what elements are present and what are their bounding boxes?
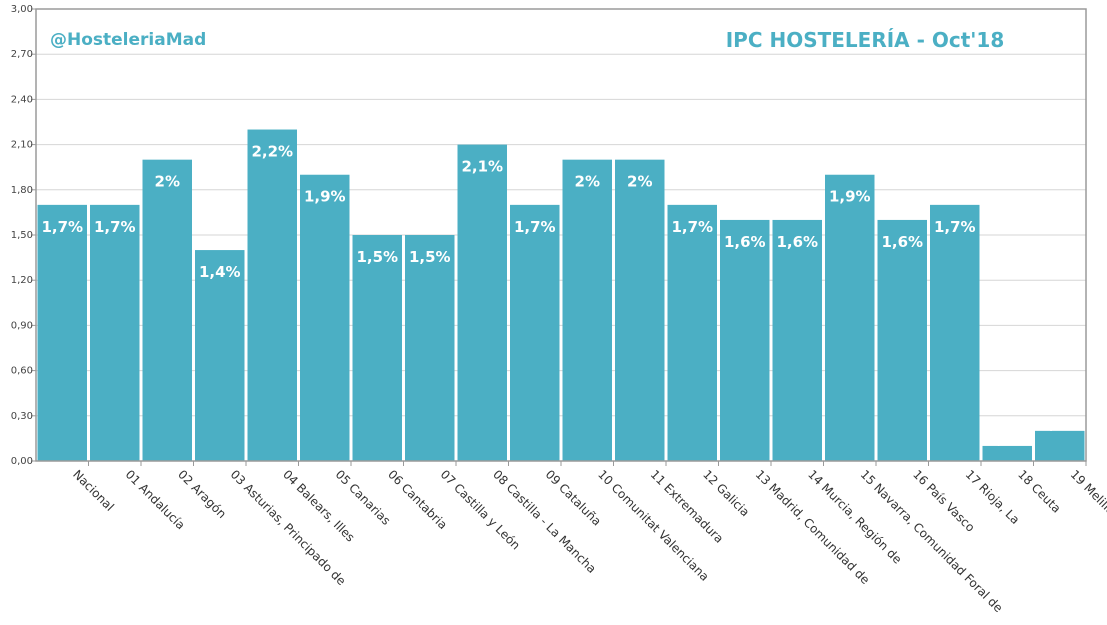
data-label: 0,2% [1039,415,1081,433]
y-tick-label: 1,20 [11,275,33,286]
y-tick-label: 0,30 [11,411,33,422]
bar [720,219,770,461]
bar [90,204,140,461]
x-tick-label: 12 Galicia [700,467,752,519]
bar [195,250,245,461]
data-label: 2% [627,173,652,191]
bar [300,174,350,461]
y-tick-label: 0,00 [11,456,33,467]
x-tick-label: 18 Ceuta [1015,467,1063,515]
x-tick-label: 14 Murcia, Región de [805,467,904,566]
x-tick-label: 08 Castilla - La Mancha [490,467,599,576]
bar [667,204,717,461]
y-tick-label: 1,50 [11,230,33,241]
y-tick-label: 1,80 [11,185,33,196]
bar [772,219,822,461]
data-label: 2,1% [461,158,503,176]
y-tick-label: 0,60 [11,366,33,377]
y-tick-label: 3,00 [11,4,33,15]
y-tick-label: 2,70 [11,49,33,60]
data-label: 1,9% [304,188,346,206]
data-label: 1,5% [356,248,398,266]
grid-lines [36,8,1086,462]
data-label: 1,4% [199,263,241,281]
data-label: 1,7% [94,218,136,236]
y-axis: 0,00 0,30 0,60 0,90 1,20 1,50 1,80 2,10 2,40 2,70… [11,4,36,467]
data-label: 1,7% [671,218,713,236]
x-tick-label: 13 Madrid, Comunidad de [753,467,873,587]
data-label: 1,7% [934,218,976,236]
data-label: 2,2% [251,143,293,161]
twitter-handle: @HosteleriaMad [50,30,206,50]
data-label: 0,1% [986,430,1028,448]
bar [37,204,87,461]
y-tick-label: 2,40 [11,94,33,105]
data-label: 1,6% [881,233,923,251]
data-label: 1,6% [776,233,818,251]
data-label: 1,7% [41,218,83,236]
data-label: 1,5% [409,248,451,266]
y-tick-label: 0,90 [11,320,33,331]
bar [562,159,612,461]
bars [37,129,1085,462]
data-label: 1,6% [724,233,766,251]
bar [405,235,455,461]
chart-title: IPC HOSTELERÍA - Oct'18 [726,28,1005,52]
x-tick-label: 03 Asturias, Principado de [228,467,349,588]
bar [142,159,192,461]
x-tick-label: Nacional [70,467,117,514]
bar [457,144,507,461]
bar [930,204,980,461]
bar [247,129,297,462]
bar [510,204,560,461]
x-tick-label: 19 Melilla [1068,467,1107,518]
bar [825,174,875,461]
bar [1035,430,1085,461]
data-label: 2% [155,173,180,191]
bar [352,235,402,461]
data-label: 1,9% [829,188,871,206]
bar [615,159,665,461]
data-labels: 1,7% 1,7% 2% 1,4% 2,2% 1,9% 1,5% 1,5% 2,1% 1,7% 2%… [41,143,1080,448]
data-label: 2% [575,173,600,191]
data-label: 1,7% [514,218,556,236]
bar [877,219,927,461]
plot-frame [35,8,1087,462]
x-tick-label: 10 Comunitat Valenciana [595,467,712,584]
y-tick-label: 2,10 [11,140,33,151]
x-tick-label: 02 Aragón [175,467,229,521]
bar [982,445,1032,461]
